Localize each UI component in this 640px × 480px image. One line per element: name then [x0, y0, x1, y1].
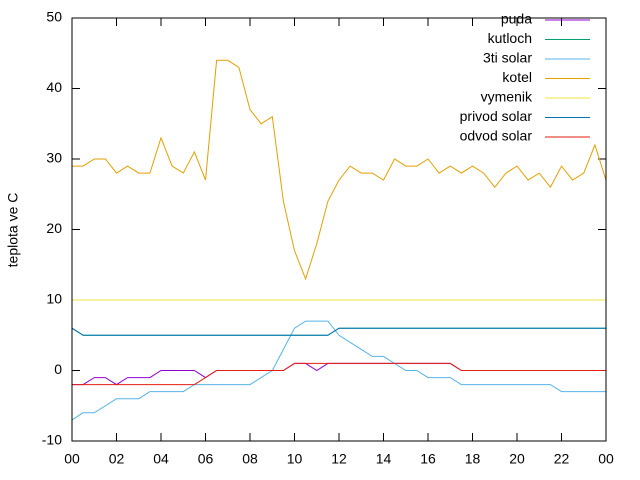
y-tick-label: 50	[46, 9, 62, 25]
x-tick-label: 08	[242, 451, 258, 467]
legend-label: kutloch	[488, 30, 532, 46]
x-tick-label: 04	[153, 451, 169, 467]
x-tick-label: 20	[509, 451, 525, 467]
x-tick-label: 12	[331, 451, 347, 467]
x-tick-label: 14	[376, 451, 392, 467]
y-tick-label: 30	[46, 150, 62, 166]
series-line	[72, 59, 607, 281]
y-tick-label: 40	[46, 79, 62, 95]
legend-label: 3ti solar	[483, 50, 532, 66]
x-tick-label: 00	[598, 451, 614, 467]
legend-label: puda	[501, 11, 532, 27]
y-tick-label: 0	[54, 361, 62, 377]
x-tick-label: 02	[109, 451, 125, 467]
y-tick-label: 20	[46, 220, 62, 236]
y-tick-label: 10	[46, 291, 62, 307]
y-tick-label: -10	[42, 432, 62, 448]
x-tick-label: 22	[554, 451, 570, 467]
x-tick-label: 00	[64, 451, 80, 467]
plot-border	[71, 17, 607, 442]
x-tick-label: 10	[287, 451, 303, 467]
legend-label: kotel	[502, 69, 532, 85]
x-tick-label: 18	[465, 451, 481, 467]
series-line	[71, 320, 606, 421]
x-tick-label: 16	[420, 451, 436, 467]
legend-label: odvod solar	[460, 128, 533, 144]
legend-label: privod solar	[460, 108, 533, 124]
x-tick-label: 06	[198, 451, 214, 467]
legend-label: vymenik	[481, 89, 533, 105]
y-axis-label: teplota ve C	[5, 193, 21, 268]
series-line	[72, 362, 606, 386]
series-line	[71, 327, 606, 336]
